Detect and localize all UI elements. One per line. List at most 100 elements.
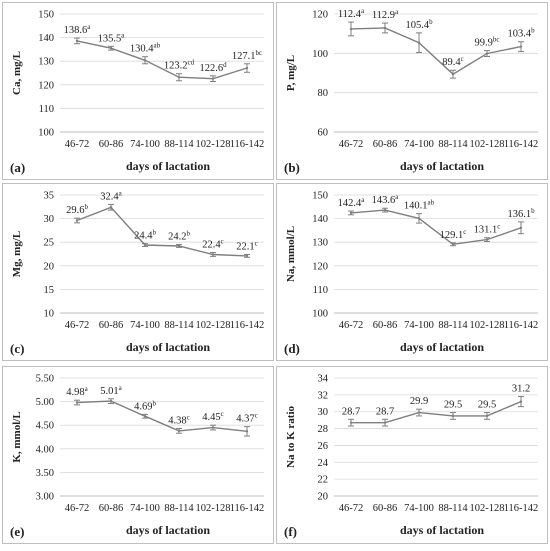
data-point — [485, 238, 489, 241]
x-tick-label: 46-72 — [65, 320, 90, 331]
data-label: 4.45c — [202, 410, 223, 423]
data-label: 99.9bc — [475, 36, 500, 49]
data-label: 24.2b — [168, 230, 190, 243]
y-tick-label: 20 — [318, 492, 329, 503]
x-tick-label: 60-86 — [373, 139, 398, 150]
x-tick-label: 74-100 — [404, 320, 434, 331]
y-tick-label: 3.00 — [36, 492, 54, 503]
data-label: 32.4a — [100, 189, 122, 202]
x-tick-label: 102-128 — [196, 503, 231, 514]
data-point — [109, 399, 113, 403]
data-point — [417, 217, 421, 220]
x-tick-label: 102-128 — [196, 139, 231, 150]
data-label: 136.1b — [507, 207, 535, 220]
panel-border — [2, 366, 274, 544]
x-tick-label: 74-100 — [404, 503, 434, 514]
data-label: 4.69b — [134, 399, 156, 412]
x-tick-label: 102-128 — [470, 320, 505, 331]
panel-label: (e) — [10, 524, 24, 539]
data-point — [485, 414, 489, 418]
data-point — [519, 226, 523, 230]
x-tick-label: 60-86 — [373, 503, 398, 514]
y-tick-label: 26 — [318, 441, 329, 452]
data-label: 89.4c — [442, 55, 463, 68]
data-point — [75, 219, 79, 222]
chart-panel-3: 10 15 20 25 30 35 46-72 60-86 74-100 88-114 102-12… — [2, 183, 274, 361]
data-point — [451, 72, 455, 76]
y-tick-label: 60 — [318, 128, 329, 139]
data-label: 131.1c — [474, 223, 501, 236]
x-tick-label: 102-128 — [470, 503, 505, 514]
x-tick-label: 60-86 — [99, 139, 124, 150]
y-tick-label: 120 — [312, 261, 328, 272]
data-point — [417, 41, 421, 44]
y-axis-label: Ca, mg/L — [11, 51, 23, 95]
x-axis-label: days of lactation — [126, 159, 210, 173]
data-label: 127.1bc — [232, 49, 262, 62]
data-point — [109, 47, 113, 50]
data-point — [177, 429, 181, 433]
x-tick-label: 74-100 — [404, 139, 434, 150]
x-axis-label: days of lactation — [400, 340, 484, 354]
x-tick-label: 102-128 — [470, 139, 505, 150]
x-tick-label: 60-86 — [373, 320, 398, 331]
y-axis-label: Mg, mg/L — [11, 231, 23, 277]
x-tick-label: 88-114 — [164, 139, 194, 150]
data-point — [349, 211, 353, 215]
data-point — [485, 52, 489, 55]
data-point — [177, 76, 181, 79]
y-tick-label: 32 — [318, 390, 329, 401]
data-label: 31.2 — [512, 384, 530, 395]
data-label: 129.1c — [440, 228, 467, 241]
data-label: 140.1ab — [404, 199, 435, 212]
y-tick-label: 120 — [38, 80, 54, 91]
y-tick-label: 35 — [44, 191, 55, 202]
x-axis-label: days of lactation — [126, 340, 210, 354]
data-label: 29.6b — [66, 203, 88, 216]
x-tick-label: 74-100 — [130, 139, 160, 150]
panel-border — [276, 183, 548, 361]
panel-border — [2, 2, 274, 180]
series-line — [76, 206, 248, 257]
series-line — [76, 40, 248, 80]
data-point — [451, 243, 455, 246]
panel-label: (b) — [284, 160, 300, 175]
y-tick-label: 100 — [312, 49, 328, 60]
y-tick-label: 30 — [44, 214, 55, 225]
x-tick-label: 102-128 — [196, 320, 231, 331]
panel-border — [2, 183, 274, 361]
panel-border — [276, 2, 548, 180]
x-tick-label: 116-142 — [230, 503, 265, 514]
x-tick-label: 88-114 — [164, 320, 194, 331]
panel-label: (d) — [284, 341, 300, 356]
series-line — [76, 400, 248, 432]
data-label: 105.4b — [405, 18, 433, 31]
data-label: 22.4c — [202, 238, 223, 251]
data-label: 4.38c — [168, 414, 189, 427]
data-point — [75, 39, 79, 43]
y-tick-label: 20 — [44, 261, 55, 272]
chart-panel-6: 20 22 24 26 28 30 32 34 46-72 60-86 74-100 88-114 10… — [276, 366, 548, 544]
panel-label: (c) — [10, 341, 24, 356]
x-axis-label: days of lactation — [400, 159, 484, 173]
data-point — [143, 59, 147, 62]
data-label: 122.6d — [199, 61, 227, 74]
x-tick-label: 116-142 — [504, 503, 539, 514]
y-tick-label: 10 — [44, 309, 55, 320]
y-tick-label: 120 — [312, 10, 328, 21]
data-label: 142.4a — [338, 196, 366, 209]
y-tick-label: 15 — [44, 285, 55, 296]
data-label: 138.6a — [64, 23, 92, 36]
data-label: 112.9a — [372, 8, 399, 21]
x-tick-label: 88-114 — [164, 503, 194, 514]
series-line — [351, 400, 522, 424]
panel-label: (f) — [284, 524, 297, 539]
panel-label: (a) — [10, 160, 25, 175]
x-tick-label: 46-72 — [339, 503, 364, 514]
x-tick-label: 116-142 — [504, 139, 539, 150]
x-tick-label: 46-72 — [339, 139, 364, 150]
x-tick-label: 116-142 — [230, 320, 265, 331]
